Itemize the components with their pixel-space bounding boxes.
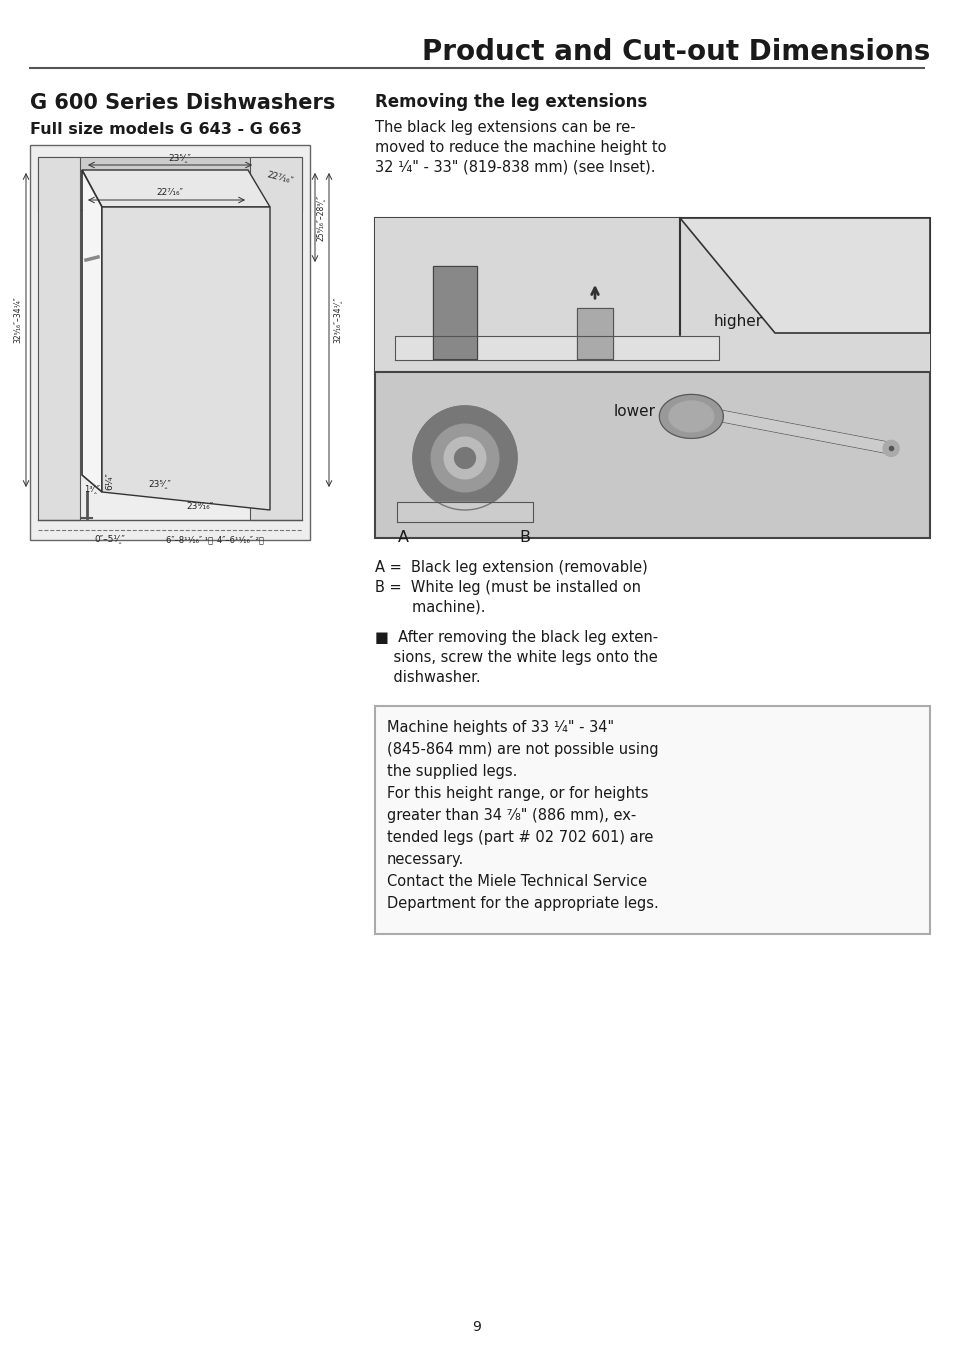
Text: Removing the leg extensions: Removing the leg extensions xyxy=(375,93,646,111)
Text: Product and Cut-out Dimensions: Product and Cut-out Dimensions xyxy=(421,38,929,66)
Circle shape xyxy=(455,448,475,468)
Circle shape xyxy=(444,437,485,479)
Text: 23⁵⁄‸″: 23⁵⁄‸″ xyxy=(169,154,192,164)
Polygon shape xyxy=(577,308,613,358)
Text: 9: 9 xyxy=(472,1320,481,1334)
FancyBboxPatch shape xyxy=(30,145,310,539)
Polygon shape xyxy=(82,170,270,207)
Text: sions, screw the white legs onto the: sions, screw the white legs onto the xyxy=(375,650,657,665)
Polygon shape xyxy=(395,337,719,361)
FancyBboxPatch shape xyxy=(375,218,929,538)
Text: A =  Black leg extension (removable): A = Black leg extension (removable) xyxy=(375,560,647,575)
Text: B: B xyxy=(519,530,530,545)
Text: For this height range, or for heights: For this height range, or for heights xyxy=(387,786,648,800)
Text: G 600 Series Dishwashers: G 600 Series Dishwashers xyxy=(30,93,335,114)
Circle shape xyxy=(431,425,498,492)
Text: machine).: machine). xyxy=(375,600,485,615)
Text: 32⁵⁄₁₆″–34¹⁄₄″: 32⁵⁄₁₆″–34¹⁄₄″ xyxy=(13,296,22,343)
Text: 32³⁄₁₆″–34¹⁄‸″: 32³⁄₁₆″–34¹⁄‸″ xyxy=(333,297,341,343)
Polygon shape xyxy=(668,402,713,431)
Text: Full size models G 643 - G 663: Full size models G 643 - G 663 xyxy=(30,122,301,137)
Text: A: A xyxy=(397,530,408,545)
Text: higher: higher xyxy=(713,315,761,330)
Polygon shape xyxy=(38,157,302,210)
Polygon shape xyxy=(679,218,929,333)
Polygon shape xyxy=(433,266,476,358)
Polygon shape xyxy=(102,207,270,510)
Text: 6″–8¹¹⁄₁₆″ ¹⧉: 6″–8¹¹⁄₁₆″ ¹⧉ xyxy=(166,535,213,544)
Text: 0″–5¹⁄‸″: 0″–5¹⁄‸″ xyxy=(94,535,125,544)
Text: 32 ¹⁄₄" - 33" (819-838 mm) (see Inset).: 32 ¹⁄₄" - 33" (819-838 mm) (see Inset). xyxy=(375,160,655,174)
Text: 1³⁄‸″: 1³⁄‸″ xyxy=(84,485,100,493)
Polygon shape xyxy=(38,157,80,521)
Polygon shape xyxy=(250,157,302,521)
Text: (845-864 mm) are not possible using: (845-864 mm) are not possible using xyxy=(387,742,658,757)
Circle shape xyxy=(413,406,517,510)
Text: ■  After removing the black leg exten-: ■ After removing the black leg exten- xyxy=(375,630,658,645)
Text: tended legs (part # 02 702 601) are: tended legs (part # 02 702 601) are xyxy=(387,830,653,845)
Text: necessary.: necessary. xyxy=(387,852,464,867)
Text: the supplied legs.: the supplied legs. xyxy=(387,764,517,779)
Text: 6¹⁄₄″: 6¹⁄₄″ xyxy=(106,472,114,489)
Circle shape xyxy=(882,441,899,457)
Polygon shape xyxy=(82,170,102,492)
Text: 22⁷⁄₁₆″: 22⁷⁄₁₆″ xyxy=(156,188,183,197)
Text: 25⁹⁄₁₆″–28³⁄‸″: 25⁹⁄₁₆″–28³⁄‸″ xyxy=(316,195,326,241)
Polygon shape xyxy=(397,502,532,522)
Text: The black leg extensions can be re-: The black leg extensions can be re- xyxy=(375,120,635,135)
Text: greater than 34 ⁷⁄₈" (886 mm), ex-: greater than 34 ⁷⁄₈" (886 mm), ex- xyxy=(387,808,636,823)
Text: Contact the Miele Technical Service: Contact the Miele Technical Service xyxy=(387,873,646,890)
Text: moved to reduce the machine height to: moved to reduce the machine height to xyxy=(375,141,666,155)
Text: 23⁵⁄‸″: 23⁵⁄‸″ xyxy=(149,480,172,489)
FancyBboxPatch shape xyxy=(375,218,929,372)
Text: dishwasher.: dishwasher. xyxy=(375,671,480,685)
FancyBboxPatch shape xyxy=(375,706,929,934)
Text: Machine heights of 33 ¹⁄₄" - 34": Machine heights of 33 ¹⁄₄" - 34" xyxy=(387,721,614,735)
Text: lower: lower xyxy=(613,404,655,419)
Text: B =  White leg (must be installed on: B = White leg (must be installed on xyxy=(375,580,640,595)
Text: 23⁹⁄₁₆″: 23⁹⁄₁₆″ xyxy=(186,502,213,511)
Polygon shape xyxy=(659,395,722,438)
Text: 22⁷⁄₁₆″: 22⁷⁄₁₆″ xyxy=(266,170,294,185)
Text: Department for the appropriate legs.: Department for the appropriate legs. xyxy=(387,896,659,911)
Text: 4″–6¹¹⁄₁₆″ ²⧉: 4″–6¹¹⁄₁₆″ ²⧉ xyxy=(216,535,263,544)
